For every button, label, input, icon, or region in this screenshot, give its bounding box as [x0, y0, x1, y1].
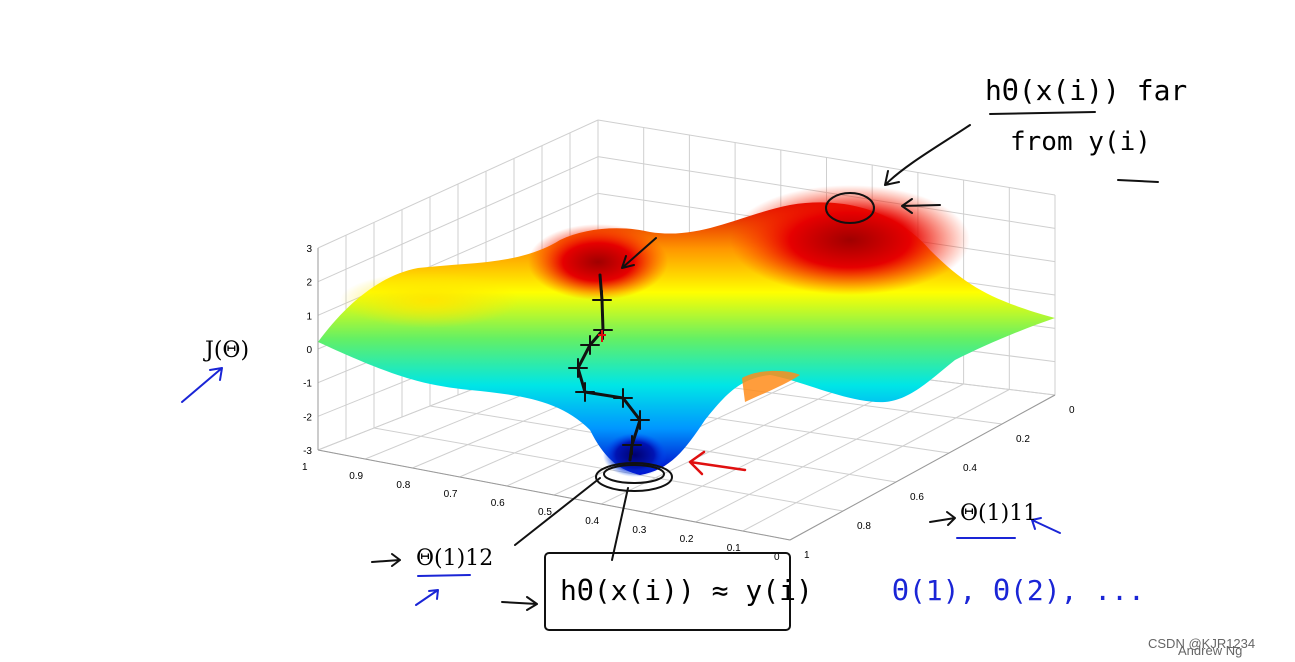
grid-line [742, 389, 1010, 532]
arrow-left-short [901, 198, 941, 214]
line-to-box [611, 487, 629, 561]
x-tick-label: 0.2 [680, 534, 694, 545]
y-tick-label: 0.6 [910, 492, 924, 503]
note-theta-series: Θ(1), Θ(2), ... [892, 574, 1145, 607]
z-tick-label: 2 [306, 278, 312, 289]
underline-far [989, 111, 1096, 115]
x-tick-label: 0.9 [349, 471, 363, 482]
blue-strokes [181, 367, 1061, 606]
blue-underline-theta12 [417, 574, 471, 577]
author-credit: Andrew Ng [1178, 643, 1242, 658]
blue-arrow-j [181, 367, 223, 403]
annotation-strokes [371, 111, 1159, 631]
z-tick-label: 1 [306, 311, 312, 322]
x-tick-label: 0.7 [444, 489, 458, 500]
peak-circle [825, 192, 875, 224]
surface-peak-left [528, 224, 668, 300]
axis-edge [317, 449, 791, 541]
y-tick-label: 0 [1069, 405, 1075, 416]
z-axis-label: J(Θ) [203, 338, 249, 363]
x-tick-label: 1 [302, 462, 308, 473]
x-tick-label: 0.4 [585, 516, 599, 527]
surface-ridge-left [340, 272, 520, 328]
z-tick-label: 0 [306, 345, 312, 356]
arrow-to-left-peak [621, 237, 657, 269]
z-tick-label: -1 [303, 379, 312, 390]
grid-line [317, 119, 599, 249]
grid-line [597, 119, 1056, 196]
x-axis-label: Θ(1)12 [416, 546, 493, 571]
blue-arrow-theta12 [415, 589, 439, 606]
arrow-to-peak [884, 124, 971, 186]
gradient-descent-path [568, 273, 650, 462]
red-arrow-minimum [688, 450, 747, 476]
x-tick-label: 0.3 [632, 525, 646, 536]
arrow-to-box [501, 596, 538, 611]
line-to-theta12 [514, 477, 601, 546]
arrow-to-theta12 [371, 553, 401, 567]
x-tick-label: 0.8 [396, 480, 410, 491]
blue-arrow-theta11 [1031, 517, 1061, 534]
z-tick-label: -3 [303, 446, 312, 457]
grid-line [317, 156, 599, 283]
x-tick-label: 0.6 [491, 498, 505, 509]
y-axis-label: Θ(1)11 [960, 501, 1037, 526]
note-far-line2: from y(i) [1010, 127, 1151, 157]
y-tick-label: 1 [804, 550, 810, 561]
watermark: CSDN @KJR1234 [1148, 636, 1255, 651]
y-tick-label: 0.4 [963, 463, 977, 474]
z-tick-label: -2 [303, 412, 312, 423]
y-axis-ticks: 0 0.2 0.4 0.6 0.8 1 [804, 405, 1075, 561]
minimum-circle-outer [595, 462, 673, 492]
x-tick-label: 0.5 [538, 507, 552, 518]
underline-y [1117, 179, 1159, 183]
minimum-circle-inner [603, 464, 665, 484]
note-estimate: hΘ(x(i)) ≈ y(i) [560, 574, 813, 607]
note-far-line1: hΘ(x(i)) far [985, 74, 1187, 107]
axis-edge [789, 394, 1056, 541]
arrow-to-theta11 [929, 511, 956, 526]
grid-line [695, 383, 964, 523]
surface-fold [742, 370, 800, 402]
z-axis-ticks: 3 2 1 0 -1 -2 -3 [303, 244, 312, 457]
x-tick-label: 0 [774, 552, 780, 563]
surface-peak-right [730, 185, 970, 295]
red-mark [598, 330, 606, 342]
y-tick-label: 0.8 [857, 521, 871, 532]
estimate-box [544, 552, 791, 631]
y-tick-label: 0.2 [1016, 434, 1030, 445]
z-tick-label: 3 [306, 244, 312, 255]
x-axis-ticks: 1 0.9 0.8 0.7 0.6 0.5 0.4 0.3 0.2 0.1 0 [302, 462, 780, 563]
x-tick-label: 0.1 [727, 543, 741, 554]
